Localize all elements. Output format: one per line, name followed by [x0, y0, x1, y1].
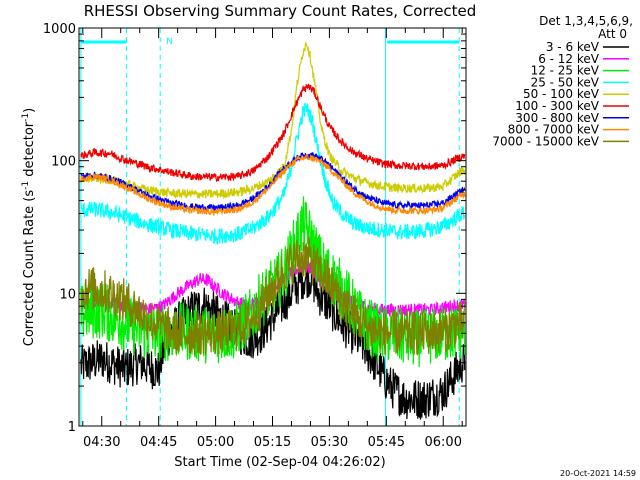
- series-line-5: [80, 83, 466, 183]
- chart-title: RHESSI Observing Summary Count Rates, Co…: [84, 2, 477, 20]
- y-axis-label: Corrected Count Rate (s-1 detector-1): [21, 108, 37, 346]
- x-tick-label-3: 05:15: [254, 435, 291, 450]
- data-series: [80, 41, 466, 420]
- x-tick-label-5: 05:45: [368, 435, 405, 450]
- x-tick-label-0: 04:30: [83, 435, 120, 450]
- legend-label-2: 12 - 25 keV: [531, 64, 600, 78]
- series-line-4: [80, 41, 466, 200]
- x-tick-label-6: 06:00: [425, 435, 462, 450]
- legend-label-6: 300 - 800 keV: [515, 111, 599, 125]
- legend-header-line2: Att 0: [598, 27, 627, 41]
- legend-label-3: 25 - 50 keV: [531, 75, 600, 89]
- series-line-8: [80, 236, 466, 356]
- x-tick-label-2: 05:00: [197, 435, 234, 450]
- x-tick-label-4: 05:30: [311, 435, 348, 450]
- y-tick-label-0: 1: [68, 420, 76, 435]
- night-flag-label: N: [166, 37, 173, 47]
- series-line-3: [80, 102, 466, 246]
- axis-ticks: 1 10 100 1000 04:30 04:45 05:00 05:15 05:30 05:45…: [43, 22, 466, 450]
- legend-label-1: 6 - 12 keV: [538, 52, 600, 66]
- x-tick-label-1: 04:45: [140, 435, 177, 450]
- legend-header-line1: Det 1,3,4,5,6,9,: [539, 14, 633, 28]
- y-tick-label-2: 100: [51, 155, 76, 170]
- y-tick-label-1: 10: [59, 287, 76, 302]
- legend-label-8: 7000 - 15000 keV: [492, 134, 599, 148]
- legend-label-5: 100 - 300 keV: [515, 99, 599, 113]
- series-line-7: [80, 153, 466, 217]
- footer-timestamp: 20-Oct-2021 14:59: [560, 469, 636, 478]
- legend-label-7: 800 - 7000 keV: [508, 123, 600, 137]
- y-tick-label-3: 1000: [43, 22, 76, 37]
- legend-label-0: 3 - 6 keV: [546, 40, 600, 54]
- legend-label-4: 50 - 100 keV: [523, 87, 600, 101]
- series-line-0: [80, 258, 466, 420]
- plot-area: N 1 10 100 1000 04:30 04:45 05:00 05:15 05:30 05:…: [43, 22, 467, 450]
- x-axis-label: Start Time (02-Sep-04 04:26:02): [174, 455, 385, 470]
